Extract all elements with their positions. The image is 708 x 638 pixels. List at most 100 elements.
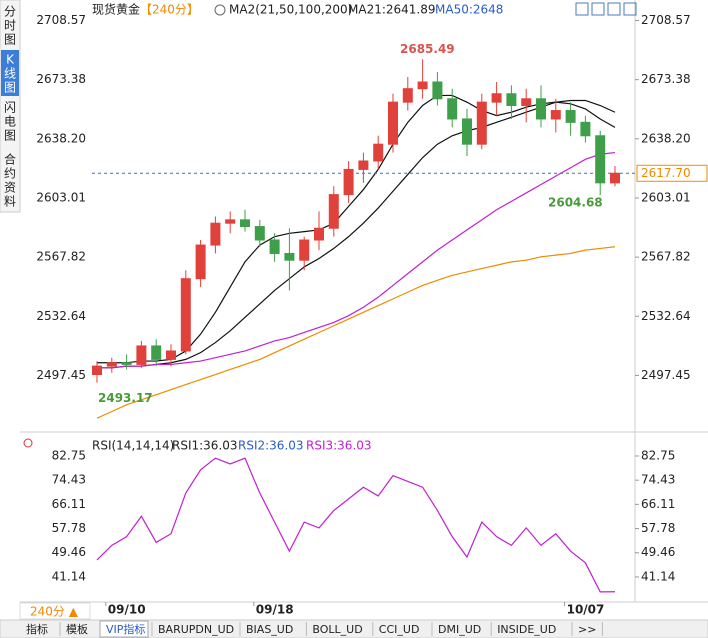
ma50-label: MA50:2648 [435,3,503,17]
y-tick-label: 2708.57 [641,13,691,27]
icon[interactable] [591,2,605,16]
candle-body [269,239,280,254]
tab[interactable]: 模板 [66,622,88,636]
last-price-label: 2617.70 [641,166,691,180]
candle-body [343,168,354,196]
y-tick-label: 41.14 [52,569,86,583]
y-tick-label: 2673.38 [36,72,86,86]
candle-body [462,118,472,145]
x-tick-label: 09/10 [108,603,146,617]
menu-item[interactable]: 线 [4,67,16,81]
x-tick-label: 10/07 [567,603,605,617]
menu-item[interactable]: 时 [4,19,16,33]
menu-item[interactable]: 分 [4,5,16,19]
x-tick-label: 09/18 [256,603,294,617]
icon[interactable] [607,2,621,16]
y-tick-label: 2497.45 [36,368,86,382]
ma-line [97,94,616,364]
y-tick-label: 2603.01 [641,190,691,204]
ma21-label: MA21:2641.89 [348,3,436,17]
menu-item[interactable]: 料 [4,195,16,209]
ma-line [97,99,616,369]
candle-body [299,239,310,261]
annotation: 2685.49 [400,42,455,56]
tab[interactable]: 指标 [26,622,48,636]
tab[interactable]: BOLL_UD [312,623,362,636]
period: 【240分】 [140,3,199,17]
toolbar-icons [575,2,637,16]
tab[interactable]: INSIDE_UD [497,623,556,636]
y-tick-label: 74.43 [641,473,675,487]
settings-icon[interactable] [23,438,33,448]
annotation: 2493.17 [98,391,153,405]
menu-selected [1,50,19,96]
candle-body [521,98,532,107]
menu-item[interactable]: 电 [4,115,16,129]
y-tick-label: 2638.20 [36,131,86,145]
last-price-box [636,164,708,182]
candle-body [402,88,413,103]
icon[interactable] [575,2,589,16]
tab[interactable]: >> [578,623,596,636]
tab[interactable]: BIAS_UD [246,623,293,636]
y-tick-label: 82.75 [52,448,86,462]
y-tick-label: 49.46 [641,545,675,559]
candle-body [536,98,546,120]
menu-item[interactable]: 图 [4,33,16,47]
menu-item[interactable]: 资 [4,181,16,195]
title: 现货黄金 [92,2,140,17]
toggle-icon[interactable] [214,4,226,16]
menu-item[interactable]: K [6,53,15,67]
y-tick-label: 57.78 [641,521,675,535]
menu-item[interactable]: 合 [4,152,16,167]
candle-body [432,81,443,100]
candle-body [358,160,369,170]
tab[interactable]: DMI_UD [438,623,481,636]
candle-body [550,110,561,120]
tab[interactable]: CCI_UD [379,623,420,636]
rsi2-label: RSI2:36.03 [238,439,304,453]
candle-body [240,219,250,228]
candle-body [328,194,339,229]
candle-body [92,365,102,376]
candle-body [580,121,591,137]
candle-body [565,110,576,123]
candle-body [388,101,398,145]
candle-body [106,362,117,367]
menu-item[interactable]: 图 [4,129,16,143]
candle-body [166,350,176,360]
annotation: 2604.68 [548,196,603,210]
y-tick-label: 2708.57 [36,13,86,27]
icon[interactable] [623,2,637,16]
menu-item[interactable]: 闪 [4,101,16,115]
y-tick-label: 49.46 [52,545,86,559]
ma-line [96,246,616,419]
tab-bar [0,619,708,638]
y-tick-label: 2532.64 [641,309,691,323]
y-tick-label: 66.11 [52,497,86,511]
y-tick-label: 2567.82 [641,250,691,264]
candle-body [284,252,295,261]
candle-body [373,143,384,162]
candle-body [506,93,517,107]
y-tick-label: 2638.20 [641,131,691,145]
ma-spec: MA2(21,50,100,200) [229,3,352,17]
candle-body [136,345,147,365]
candle-body [610,172,620,184]
y-tick-label: 2532.64 [36,309,86,323]
tab[interactable]: VIP指标 [106,622,145,636]
y-tick-label: 2673.38 [641,72,691,86]
candle-body [595,135,606,184]
menu-item[interactable]: 图 [4,81,16,95]
period-button-label[interactable]: 240分 ▲ [30,605,79,619]
rsi-spec: RSI(14,14,14) [92,439,174,453]
menu-item[interactable]: 约 [4,166,16,181]
period-button[interactable] [19,602,91,620]
y-tick-label: 41.14 [641,569,675,583]
y-tick-label: 2567.82 [36,250,86,264]
y-tick-label: 2603.01 [36,190,86,204]
candle-body [121,362,132,365]
tab[interactable]: BARUPDN_UD [158,623,234,636]
